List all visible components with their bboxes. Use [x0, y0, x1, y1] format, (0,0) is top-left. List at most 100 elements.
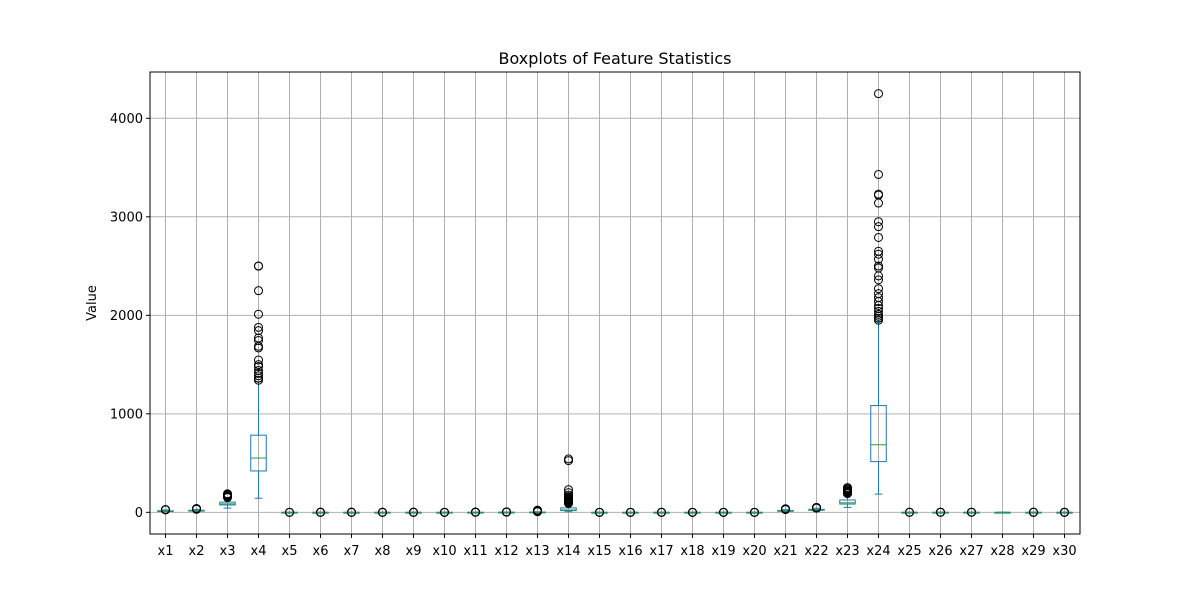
outlier-point [254, 261, 263, 271]
outlier-point [874, 232, 883, 242]
box-x7 [343, 507, 360, 517]
box-x29 [1025, 507, 1042, 517]
outlier-point [688, 507, 697, 517]
outlier-point [254, 355, 263, 365]
box-x14 [560, 454, 577, 513]
x-tick-label: x23 [835, 544, 859, 559]
outlier-point [161, 505, 170, 515]
outlier-point [657, 507, 666, 517]
y-tick-label: 1000 [110, 407, 143, 422]
outlier-point [254, 365, 263, 375]
box-x6 [312, 507, 329, 517]
x-tick-label: x6 [313, 544, 329, 559]
box-x26 [932, 507, 949, 517]
outlier-point [905, 507, 914, 517]
tick-layer: 0 1000 2000 3000 4000 x1 x2 x3 x4 x5 x6 x7 x8 x9 x10 x1… [110, 112, 1077, 559]
x-tick-label: x18 [680, 544, 704, 559]
outlier-point [254, 333, 263, 343]
outlier-point [874, 249, 883, 259]
x-tick-label: x15 [587, 544, 611, 559]
x-tick-label: x11 [463, 544, 487, 559]
outlier-point [874, 246, 883, 256]
x-tick-label: x13 [525, 544, 549, 559]
box-x3 [219, 489, 236, 509]
outlier-point [254, 368, 263, 378]
box-x20 [746, 507, 763, 517]
box-iqr [870, 405, 887, 463]
chart-title: Boxplots of Feature Statistics [498, 49, 731, 68]
outlier-point [254, 309, 263, 319]
outlier-point [192, 503, 201, 513]
y-tick-label: 0 [135, 506, 143, 521]
outlier-point [254, 286, 263, 296]
axes-frame [149, 71, 1081, 535]
outlier-point [812, 502, 821, 512]
outlier-point [440, 507, 449, 517]
box-x10 [436, 507, 453, 517]
box-x4 [250, 261, 267, 499]
y-tick-label: 4000 [110, 112, 143, 127]
outlier-point [874, 289, 883, 299]
outlier-point [564, 454, 573, 464]
outlier-point [874, 222, 883, 232]
box-x17 [653, 507, 670, 517]
x-tick-label: x14 [556, 544, 580, 559]
box-x12 [498, 507, 515, 517]
x-tick-label: x5 [282, 544, 298, 559]
x-tick-label: x4 [251, 544, 267, 559]
outlier-point [409, 507, 418, 517]
box-iqr [250, 434, 267, 472]
x-tick-label: x9 [406, 544, 422, 559]
outlier-point [471, 507, 480, 517]
x-tick-label: x3 [220, 544, 236, 559]
box-x25 [901, 507, 918, 517]
outlier-point [874, 293, 883, 303]
outlier-point [626, 507, 635, 517]
x-tick-label: x8 [375, 544, 391, 559]
outlier-point [874, 189, 883, 199]
box-x15 [591, 507, 608, 517]
x-tick-label: x7 [344, 544, 360, 559]
box-x11 [467, 507, 484, 517]
outlier-point [936, 507, 945, 517]
outlier-point [967, 507, 976, 517]
outlier-point [874, 89, 883, 99]
box-x9 [405, 507, 422, 517]
outlier-point [254, 360, 263, 370]
x-tick-label: x24 [866, 544, 890, 559]
outlier-point [564, 488, 573, 498]
outlier-point [254, 375, 263, 385]
box-x16 [622, 507, 639, 517]
x-tick-label: x16 [618, 544, 642, 559]
y-tick-label: 2000 [110, 309, 143, 324]
x-tick-label: x1 [158, 544, 174, 559]
outlier-point [843, 483, 852, 493]
x-tick-label: x27 [959, 544, 983, 559]
outlier-point [781, 504, 790, 514]
outlier-point [347, 507, 356, 517]
outlier-point [378, 507, 387, 517]
outlier-point [874, 303, 883, 313]
outlier-point [750, 507, 759, 517]
x-tick-label: x25 [897, 544, 921, 559]
outlier-point [874, 261, 883, 271]
box-x30 [1056, 507, 1073, 517]
outlier-point [564, 485, 573, 495]
outlier-point [874, 306, 883, 316]
y-axis-label: Value [85, 285, 100, 321]
x-tick-label: x22 [804, 544, 828, 559]
outlier-point [1060, 507, 1069, 517]
x-tick-label: x12 [494, 544, 518, 559]
outlier-point [874, 284, 883, 294]
outlier-point [719, 507, 728, 517]
box-x5 [281, 507, 298, 517]
outlier-point [316, 507, 325, 517]
x-tick-label: x17 [649, 544, 673, 559]
box-x18 [684, 507, 701, 517]
outlier-point [595, 507, 604, 517]
x-tick-label: x20 [742, 544, 766, 559]
outlier-point [254, 336, 263, 346]
outlier-point [254, 322, 263, 332]
outlier-point [502, 507, 511, 517]
